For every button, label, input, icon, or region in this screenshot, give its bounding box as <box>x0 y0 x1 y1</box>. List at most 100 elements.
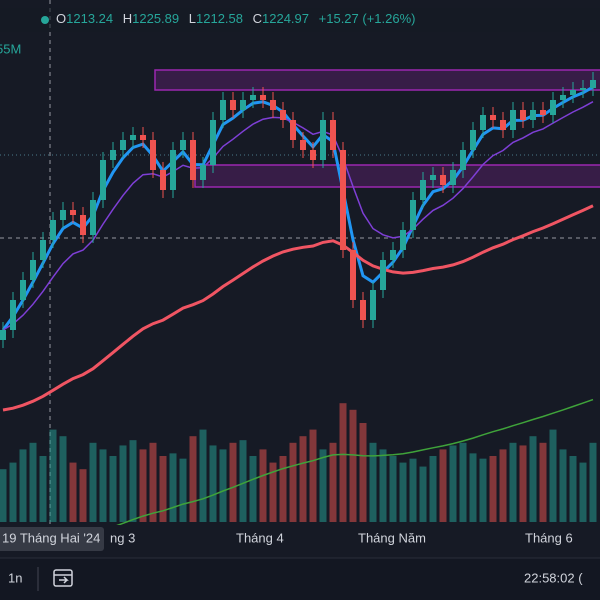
volume-bar <box>369 442 377 522</box>
candle-body <box>270 100 276 110</box>
candle-body <box>410 200 416 230</box>
candle-body <box>480 115 486 130</box>
candle-body <box>320 120 326 160</box>
o-key: O <box>56 11 66 26</box>
volume-bar <box>589 442 597 522</box>
candle-body <box>10 300 16 330</box>
candle-body <box>110 150 116 160</box>
volume-bar <box>299 436 307 522</box>
candle-body <box>510 110 516 130</box>
candle-body <box>450 170 456 185</box>
volume-bar <box>119 445 127 522</box>
clock: 22:58:02 ( <box>524 570 583 585</box>
h-key: H <box>123 11 132 26</box>
candle-body <box>290 120 296 140</box>
volume-bar <box>409 458 417 522</box>
volume-bar <box>499 449 507 522</box>
crosshair-label: 19 Tháng Hai '24 <box>2 530 100 545</box>
volume-bar <box>79 469 87 522</box>
interval[interactable]: 1n <box>8 570 22 585</box>
volume-bar <box>59 436 67 522</box>
candle-body <box>180 140 186 150</box>
volume-bar <box>319 449 327 522</box>
candle-body <box>60 210 66 220</box>
candle-body <box>500 120 506 130</box>
status-dot <box>41 16 49 24</box>
volume-bar <box>229 442 237 522</box>
volume-bar <box>399 462 407 522</box>
volume-bar <box>459 442 467 522</box>
volume-bar <box>469 453 477 522</box>
volume-bar <box>429 456 437 522</box>
candle-body <box>520 110 526 120</box>
candle-body <box>350 250 356 300</box>
volume-bar <box>379 449 387 522</box>
candle-body <box>90 200 96 235</box>
volume-bar <box>339 403 347 522</box>
candle-body <box>250 95 256 100</box>
candle-body <box>370 290 376 320</box>
candle-body <box>280 110 286 120</box>
candle-body <box>300 140 306 150</box>
compare-icon[interactable] <box>53 569 73 587</box>
o-value: 1213.24 <box>66 11 113 26</box>
volume-bar <box>579 462 587 522</box>
candle-body <box>140 135 146 140</box>
volume-bar <box>19 449 27 522</box>
candle-body <box>170 150 176 190</box>
volume-bar <box>9 462 17 522</box>
candle-body <box>340 150 346 250</box>
volume-bar <box>139 449 147 522</box>
toolbar <box>0 558 600 600</box>
volume-bar <box>489 456 497 522</box>
volume-bar <box>569 456 577 522</box>
candle-body <box>360 300 366 320</box>
candle-body <box>310 150 316 160</box>
volume-bar <box>99 449 107 522</box>
legend-bg <box>0 8 600 32</box>
candle-body <box>210 120 216 165</box>
candle-body <box>100 160 106 200</box>
volume-bar <box>549 429 557 522</box>
candle-body <box>400 230 406 250</box>
candle-body <box>530 110 536 120</box>
volume-bar <box>519 445 527 522</box>
candle-body <box>80 215 86 235</box>
volume-bar <box>199 429 207 522</box>
volume-bar <box>219 449 227 522</box>
ma-line <box>2 101 594 331</box>
candle-body <box>260 95 266 100</box>
candle-body <box>390 250 396 260</box>
volume-bar <box>359 423 367 522</box>
volume-bar <box>29 442 37 522</box>
candle-body <box>240 100 246 110</box>
candle-body <box>330 120 336 150</box>
h-value: 1225.89 <box>132 11 179 26</box>
candle-body <box>200 165 206 180</box>
volume-bar <box>239 440 247 522</box>
volume-bar <box>529 436 537 522</box>
candle-body <box>230 100 236 110</box>
volume-bar <box>269 462 277 522</box>
volume-bar <box>189 436 197 522</box>
candle-body <box>380 260 386 290</box>
zone <box>194 164 600 188</box>
volume-bar <box>439 449 447 522</box>
volume-bar <box>49 429 57 522</box>
candle-body <box>540 110 546 115</box>
candle-body <box>120 140 126 150</box>
candle-body <box>550 100 556 115</box>
candle-body <box>470 130 476 150</box>
candle-body <box>130 135 136 140</box>
volume-bar <box>419 466 427 522</box>
ohlc: O1213.24 H1225.89 L1212.58 C1224.97 +15.… <box>56 11 416 26</box>
volume-bar <box>159 456 167 522</box>
volume-text: 55M <box>0 41 21 56</box>
candle-body <box>50 220 56 240</box>
volume-bar <box>129 440 137 522</box>
candle-body <box>150 140 156 170</box>
crosshair-label-bg <box>0 527 104 551</box>
x-label: Tháng 4 <box>236 530 284 545</box>
volume-bar <box>289 442 297 522</box>
